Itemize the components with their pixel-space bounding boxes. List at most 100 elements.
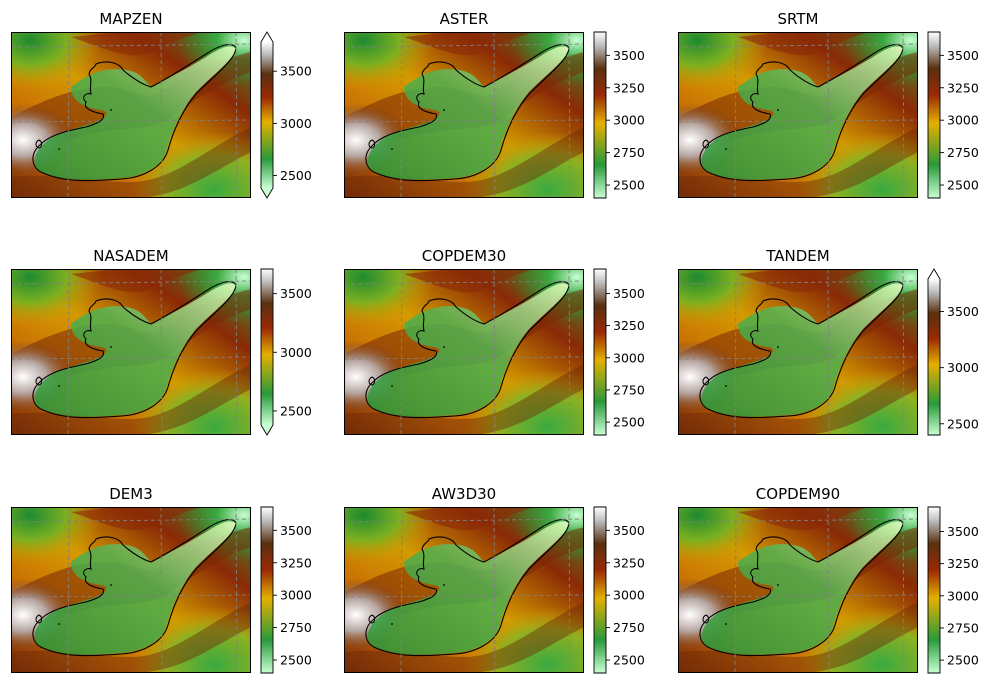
colorbar-tick-label: 3500 <box>947 524 979 539</box>
colorbar-outline <box>927 31 941 199</box>
colorbar: 2500 3000 3500 <box>927 268 979 436</box>
panel-title: NASADEM <box>93 247 169 265</box>
colorbar: 2500 2750 3000 3250 3500 <box>593 31 645 199</box>
panel-mapzen: MAPZEN 2500 3000 3500 <box>11 10 312 199</box>
colorbar-outline <box>593 268 607 436</box>
panel-title: TANDEM <box>765 247 829 265</box>
colorbar-gradient <box>261 42 273 188</box>
colorbar-tick-label: 3250 <box>280 555 312 570</box>
colorbar-tick-label: 2500 <box>280 653 312 668</box>
colorbar-tick-label: 3000 <box>613 350 645 365</box>
colorbar-gradient <box>928 507 940 673</box>
colorbar-outline <box>927 268 941 436</box>
colorbar-tick-label: 3000 <box>947 360 979 375</box>
panel-copdem30: COPDEM30 2500 2750 3000 3250 3500 <box>344 247 645 436</box>
colorbar-tick-label: 3500 <box>613 48 645 63</box>
map-frame <box>344 507 584 673</box>
colorbar-tick-label: 2500 <box>947 416 979 431</box>
colorbar-tick-label: 3000 <box>613 588 645 603</box>
colorbar: 2500 2750 3000 3250 3500 <box>593 268 645 436</box>
colorbar-outline <box>260 31 274 199</box>
colorbar-tick-label: 2500 <box>613 415 645 430</box>
panel-tandem: TANDEM 2500 3000 3500 <box>678 247 979 436</box>
elevation-map <box>678 507 918 673</box>
colorbar-tick-label: 2500 <box>280 168 312 183</box>
colorbar-gradient <box>928 32 940 198</box>
map-frame <box>678 32 918 198</box>
panel-copdem90: COPDEM90 2500 2750 3000 3250 3500 <box>678 485 979 674</box>
panel-aster: ASTER 2500 2750 3000 3250 3500 <box>344 10 645 199</box>
panel-aw3d30: AW3D30 2500 2750 3000 3250 3500 <box>344 485 645 674</box>
map-frame <box>678 507 918 673</box>
elevation-map <box>344 269 584 435</box>
colorbar: 2500 3000 3500 <box>260 268 312 436</box>
colorbar-extend-max <box>261 32 273 42</box>
colorbar: 2500 3000 3500 <box>260 31 312 199</box>
elevation-map <box>11 269 251 435</box>
colorbar-outline <box>927 506 941 674</box>
colorbar-gradient <box>594 32 606 198</box>
colorbar-tick-label: 2750 <box>613 382 645 397</box>
colorbar-tick-label: 3500 <box>613 286 645 301</box>
colorbar-tick-label: 3250 <box>947 556 979 571</box>
colorbar-outline <box>260 506 274 674</box>
panel-dem3: DEM3 2500 2750 3000 3250 3500 <box>11 485 312 674</box>
colorbar-gradient <box>594 269 606 435</box>
elevation-map <box>11 32 251 198</box>
colorbar-tick-label: 2500 <box>613 653 645 668</box>
panel-srtm: SRTM 2500 2750 3000 3250 3500 <box>678 10 979 199</box>
colorbar-tick-label: 2500 <box>947 653 979 668</box>
colorbar-tick-label: 2750 <box>613 620 645 635</box>
colorbar-gradient <box>261 269 273 425</box>
colorbar: 2500 2750 3000 3250 3500 <box>260 506 312 674</box>
panel-title: COPDEM30 <box>422 247 506 265</box>
elevation-map <box>11 507 251 673</box>
colorbar-tick-label: 3500 <box>947 48 979 63</box>
panel-title: SRTM <box>778 10 819 28</box>
map-frame <box>344 32 584 198</box>
colorbar-outline <box>593 31 607 199</box>
colorbar-tick-label: 3000 <box>280 588 312 603</box>
elevation-map <box>678 269 918 435</box>
colorbar-gradient <box>261 507 273 673</box>
map-frame <box>11 32 251 198</box>
colorbar-tick-label: 3500 <box>947 304 979 319</box>
elevation-map <box>678 32 918 198</box>
colorbar-tick-label: 3000 <box>947 113 979 128</box>
colorbar-tick-label: 3500 <box>280 64 312 79</box>
colorbar: 2500 2750 3000 3250 3500 <box>593 506 645 674</box>
colorbar-extend-max <box>928 269 940 279</box>
colorbar-gradient <box>928 279 940 435</box>
colorbar-tick-label: 3250 <box>613 80 645 95</box>
colorbar-tick-label: 2750 <box>947 620 979 635</box>
colorbar-gradient <box>594 507 606 673</box>
colorbar-tick-label: 3500 <box>613 523 645 538</box>
colorbar-tick-label: 3250 <box>613 318 645 333</box>
colorbar-tick-label: 3250 <box>947 80 979 95</box>
panel-title: DEM3 <box>109 485 153 503</box>
colorbar-extend-min <box>261 425 273 435</box>
panel-title: AW3D30 <box>432 485 496 503</box>
colorbar-tick-label: 2500 <box>947 178 979 193</box>
panels: MAPZEN 2500 3000 3500 ASTER 2500 2750 3000 3250 3… <box>11 10 979 674</box>
colorbar-tick-label: 2500 <box>613 178 645 193</box>
map-frame <box>11 507 251 673</box>
panel-nasadem: NASADEM 2500 3000 3500 <box>11 247 312 436</box>
map-frame <box>678 269 918 435</box>
colorbar-tick-label: 3000 <box>280 345 312 360</box>
colorbar-tick-label: 3000 <box>280 116 312 131</box>
panel-title: COPDEM90 <box>756 485 840 503</box>
colorbar-outline <box>593 506 607 674</box>
elevation-map <box>344 507 584 673</box>
map-frame <box>11 269 251 435</box>
colorbar-tick-label: 2750 <box>280 620 312 635</box>
colorbar-tick-label: 3500 <box>280 286 312 301</box>
colorbar-tick-label: 3250 <box>613 555 645 570</box>
elevation-map <box>344 32 584 198</box>
colorbar: 2500 2750 3000 3250 3500 <box>927 31 979 199</box>
colorbar-outline <box>260 268 274 436</box>
panel-title: MAPZEN <box>99 10 162 28</box>
colorbar-tick-label: 3500 <box>280 523 312 538</box>
panel-title: ASTER <box>440 10 489 28</box>
